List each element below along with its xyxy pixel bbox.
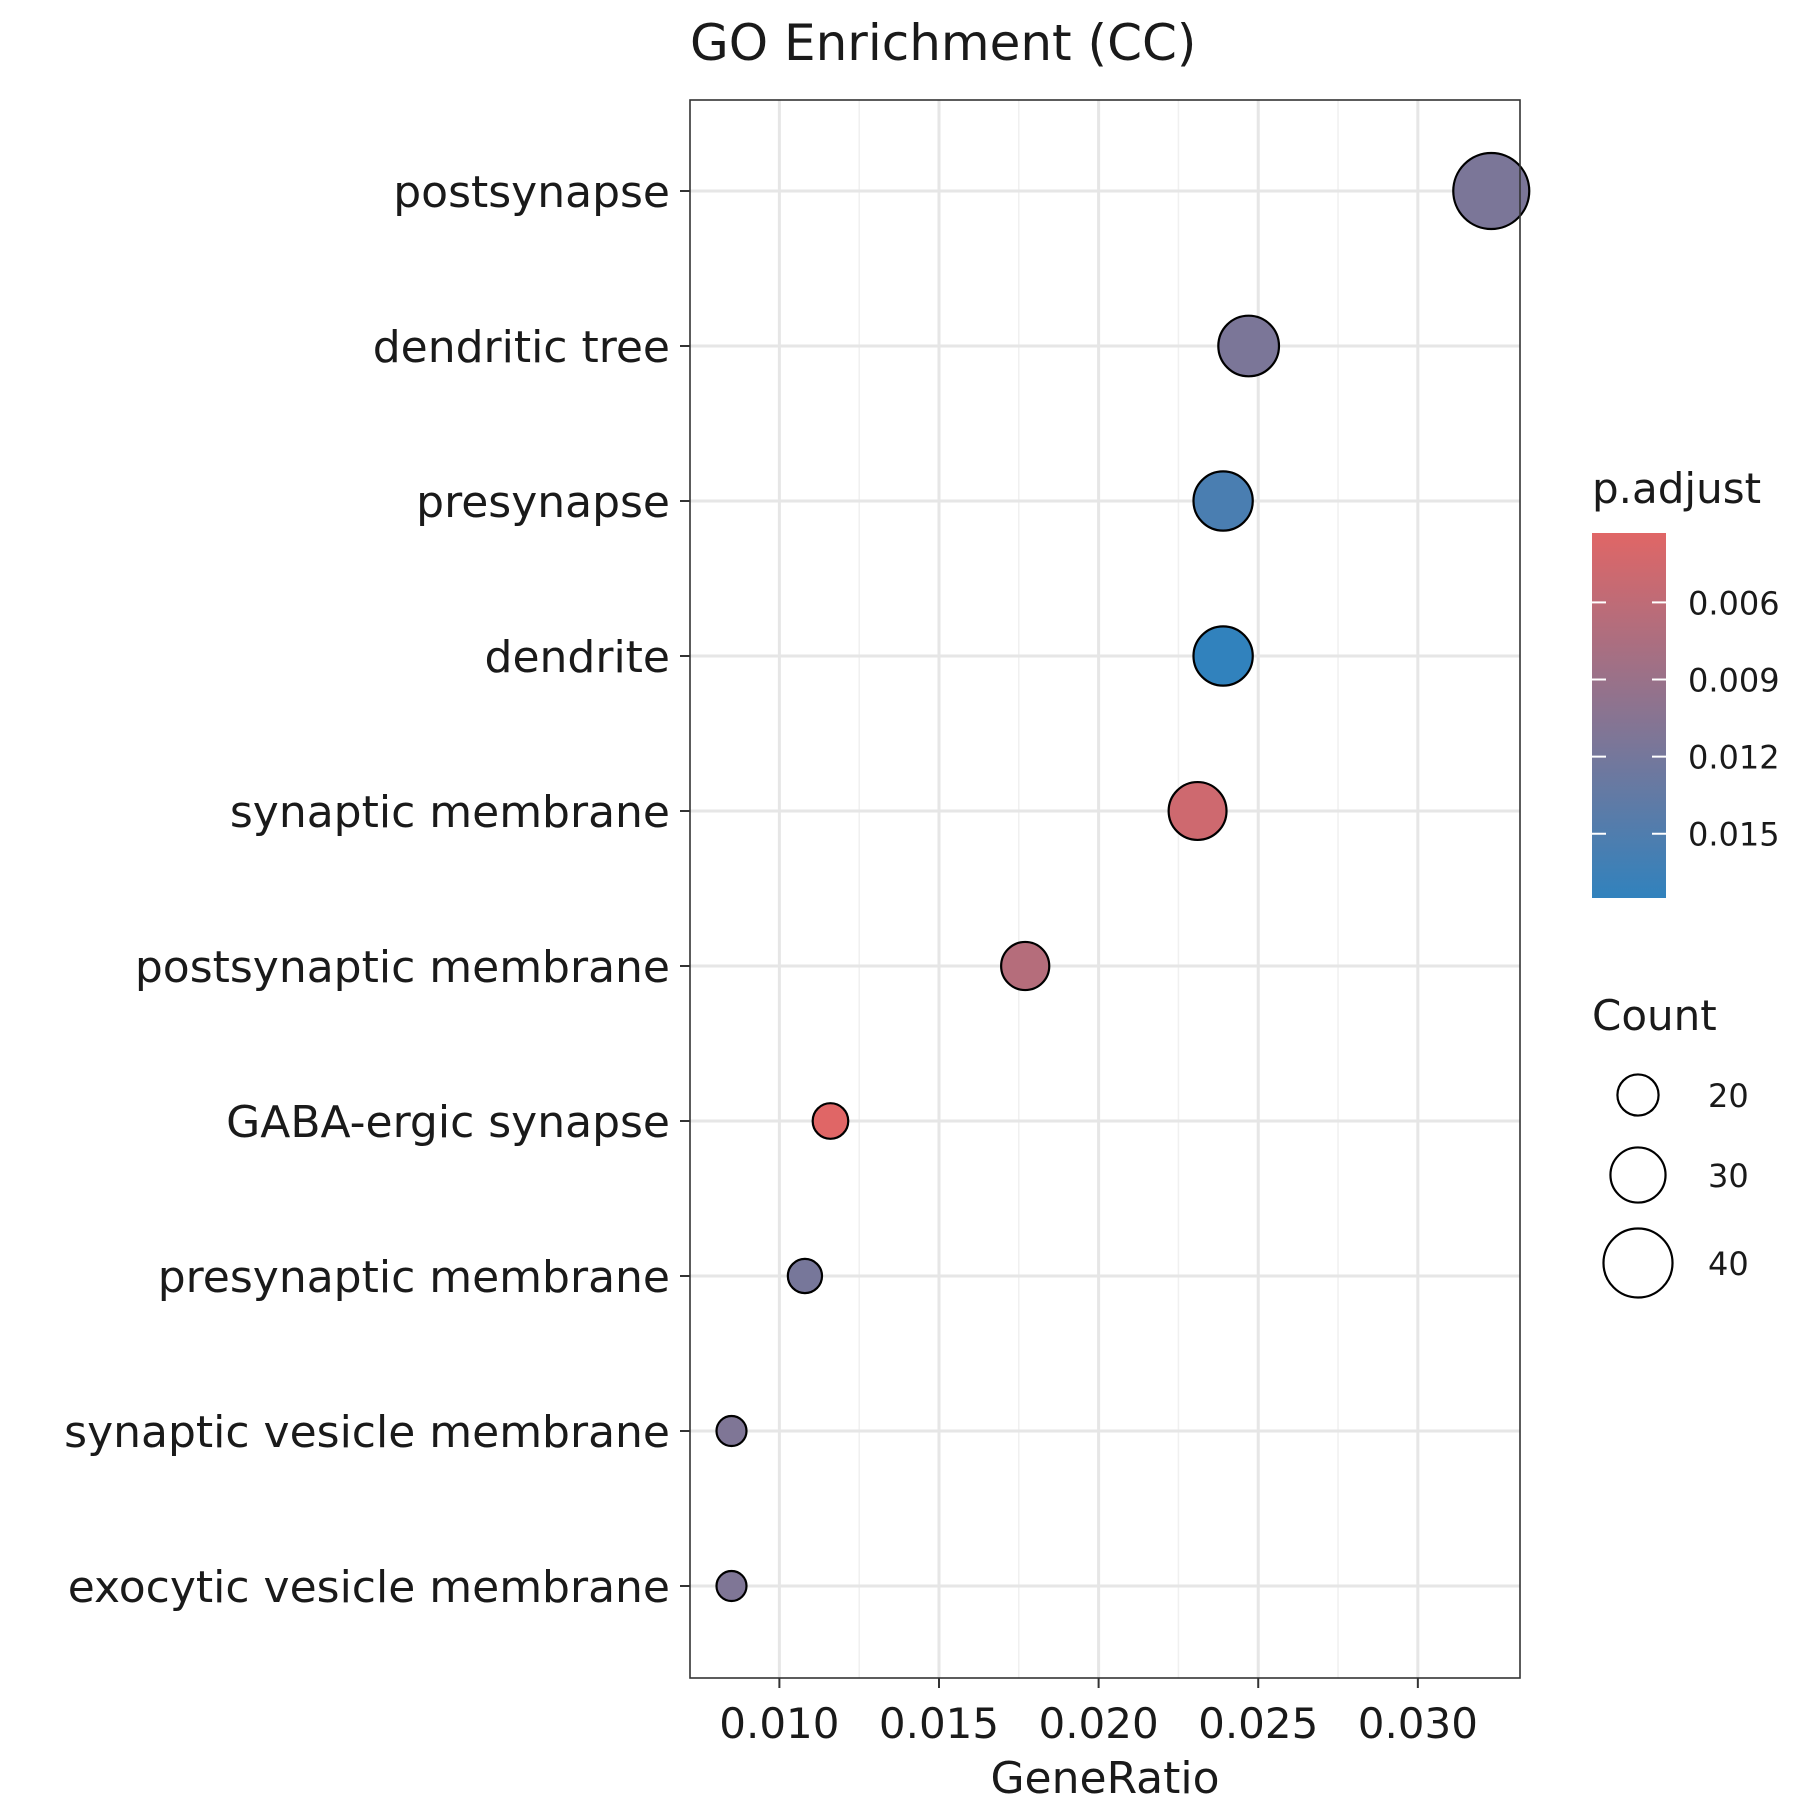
size-legend-key: [1609, 1146, 1667, 1204]
size-legend-key: [1616, 1073, 1660, 1117]
x-tick-label: 0.030: [1358, 1699, 1478, 1748]
y-tick-label: synaptic membrane: [230, 787, 670, 838]
color-legend-label: 0.006: [1688, 584, 1780, 622]
data-point: [1000, 940, 1051, 992]
color-legend-bar: [1592, 533, 1666, 898]
y-tick-label: synaptic vesicle membrane: [64, 1407, 670, 1458]
color-legend-ticks: 0.006 0.009 0.012 0.015: [1592, 584, 1780, 854]
x-tick-label: 0.020: [1038, 1699, 1158, 1748]
size-legend-label: 20: [1708, 1077, 1749, 1115]
x-axis-title: GeneRatio: [990, 1753, 1219, 1800]
x-tick-label: 0.025: [1198, 1699, 1318, 1748]
x-tick-label: 0.015: [879, 1699, 999, 1748]
size-legend-keys: 20 30 40: [1602, 1073, 1749, 1299]
plot-panel-border: [689, 99, 1521, 1679]
size-legend-label: 40: [1708, 1245, 1749, 1283]
y-tick-label: postsynaptic membrane: [135, 942, 670, 993]
x-tick-label: 0.010: [719, 1699, 839, 1748]
size-legend-title: Count: [1592, 991, 1717, 1040]
y-tick-label: dendritic tree: [373, 322, 670, 373]
data-point: [1217, 314, 1281, 378]
y-tick-label: presynaptic membrane: [158, 1252, 670, 1303]
data-point: [1192, 625, 1254, 687]
y-tick-label: dendrite: [485, 632, 670, 683]
color-legend-title: p.adjust: [1592, 464, 1761, 513]
size-legend-key: [1602, 1227, 1674, 1299]
size-legend-label: 30: [1708, 1157, 1749, 1195]
y-tick-label: postsynapse: [393, 167, 670, 218]
data-point: [786, 1257, 824, 1295]
grid-lines: [690, 100, 1520, 1678]
data-point: [1192, 470, 1254, 532]
data-point: [1452, 151, 1531, 231]
data-point: [715, 1414, 748, 1448]
chart-title: GO Enrichment (CC): [690, 14, 1196, 72]
x-axis-ticks: 0.010 0.015 0.020 0.025 0.030: [719, 1678, 1478, 1748]
y-tick-label: exocytic vesicle membrane: [68, 1562, 670, 1613]
color-legend-label: 0.015: [1688, 816, 1780, 854]
plot-panel-background: [690, 100, 1520, 1678]
data-points: [715, 151, 1531, 1603]
y-tick-label: GABA-ergic synapse: [226, 1097, 670, 1148]
data-point: [811, 1102, 850, 1140]
color-legend-label: 0.012: [1688, 739, 1780, 777]
data-point: [715, 1569, 748, 1603]
y-axis-ticks: postsynapse dendritic tree presynapse dendr…: [64, 167, 690, 1613]
y-tick-label: presynapse: [416, 477, 670, 528]
data-point: [1167, 780, 1228, 842]
color-legend-label: 0.009: [1688, 662, 1780, 700]
